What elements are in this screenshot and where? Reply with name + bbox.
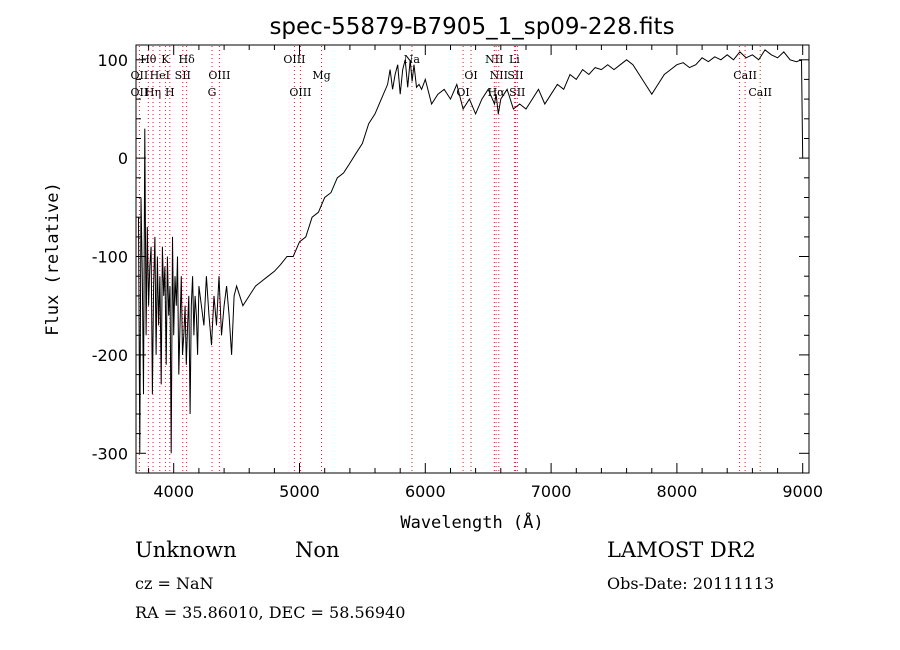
x-tick-label-9000: 9000 xyxy=(782,482,823,501)
line-label-22: SII xyxy=(509,86,525,99)
x-tick-label-7000: 7000 xyxy=(531,482,572,501)
line-label-13: OIII xyxy=(289,86,311,99)
spectrum-line xyxy=(138,49,804,454)
line-label-5: SII xyxy=(175,69,191,82)
line-label-18: NII xyxy=(490,69,508,82)
line-label-20: OI xyxy=(456,86,469,99)
redshift-cz: cz = NaN xyxy=(135,574,214,593)
line-label-4: HeI xyxy=(150,69,170,82)
y-tick-label--100: -100 xyxy=(92,248,128,267)
object-class: Unknown xyxy=(135,538,237,562)
y-axis: -300 -200 -100 0 100 xyxy=(92,51,809,463)
ra-dec-coordinates: RA = 35.86010, DEC = 58.56940 xyxy=(135,603,406,622)
y-tick-label-100: 100 xyxy=(97,51,128,70)
line-label-19: SII xyxy=(507,69,523,82)
line-label-6: OIII xyxy=(208,69,230,82)
observation-date: Obs-Date: 20111113 xyxy=(607,574,775,593)
y-axis-label: Flux (relative) xyxy=(43,182,63,336)
line-label-10: G xyxy=(208,86,217,99)
chart-title: spec-55879-B7905_1_sp09-228.fits xyxy=(269,14,674,40)
line-label-16: Li xyxy=(509,53,520,66)
line-label-21: Hα xyxy=(488,86,506,99)
line-label-1: K xyxy=(161,53,170,66)
line-label-3: OII xyxy=(131,69,149,82)
y-tick-label--300: -300 xyxy=(92,444,128,463)
line-label-11: OIII xyxy=(283,53,305,66)
line-label-12: Mg xyxy=(312,69,330,82)
line-label-7: OII xyxy=(131,86,149,99)
line-label-15: NII xyxy=(485,53,503,66)
line-markers xyxy=(138,46,761,472)
y-tick-label--200: -200 xyxy=(92,346,128,365)
line-label-14: Na xyxy=(404,53,421,66)
line-label-8: Hη xyxy=(145,86,161,99)
line-label-23: CaII xyxy=(733,69,757,82)
line-label-0: Hθ xyxy=(140,53,157,66)
line-label-2: Hδ xyxy=(178,53,195,66)
x-axis: 4000 5000 6000 7000 8000 9000 xyxy=(148,45,823,501)
line-label-17: OI xyxy=(464,69,477,82)
object-subclass: Non xyxy=(295,538,340,562)
line-label-24: CaII xyxy=(748,86,772,99)
line-label-9: H xyxy=(165,86,175,99)
y-tick-label-0: 0 xyxy=(118,149,128,168)
x-tick-label-5000: 5000 xyxy=(279,482,320,501)
survey-label: LAMOST DR2 xyxy=(607,538,756,562)
plot-frame xyxy=(135,44,810,474)
x-tick-label-6000: 6000 xyxy=(405,482,446,501)
x-tick-label-4000: 4000 xyxy=(153,482,194,501)
x-axis-label: Wavelength (Å) xyxy=(400,511,543,533)
x-tick-label-8000: 8000 xyxy=(657,482,698,501)
